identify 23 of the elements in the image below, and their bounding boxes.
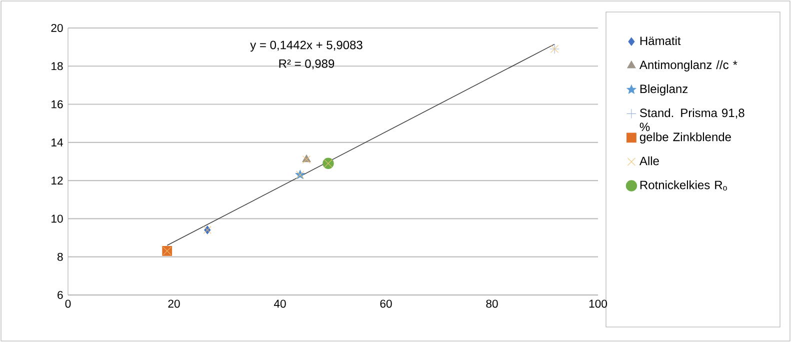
y-tick-label: 20 <box>51 24 63 32</box>
annotation: R² = 0,989 <box>279 59 334 70</box>
legend-label: Rotnickelkies R$_{o}$ <box>640 180 727 191</box>
y-tick-label: 16 <box>52 100 63 108</box>
x-tick-label: 60 <box>380 300 392 308</box>
legend-label: Hämatit <box>640 36 681 46</box>
y-tick-label: 8 <box>58 252 63 261</box>
y-tick-label: 12 <box>52 176 63 185</box>
y-tick-label: 6 <box>58 290 63 299</box>
x-tick-label: 20 <box>168 300 180 308</box>
x-tick-label: 100 <box>589 300 607 308</box>
legend-label: gelbe Zinkblende <box>640 132 731 144</box>
y-tick-label: 18 <box>52 62 63 70</box>
y-tick-label: 14 <box>52 138 63 146</box>
x-tick-label: 0 <box>65 300 71 308</box>
x-tick-label: 40 <box>274 300 286 308</box>
annotation: y = 0,1442x + 5,9083 <box>250 40 362 52</box>
y-tick-label: 10 <box>52 214 63 223</box>
legend-label: Bleiglanz <box>640 84 688 96</box>
x-tick-label: 80 <box>486 300 498 308</box>
legend-label: Stand. Prisma 91,8 % <box>640 108 744 132</box>
legend-label: Antimonglanz //c * <box>639 60 738 72</box>
legend-label: Alle <box>639 156 659 166</box>
